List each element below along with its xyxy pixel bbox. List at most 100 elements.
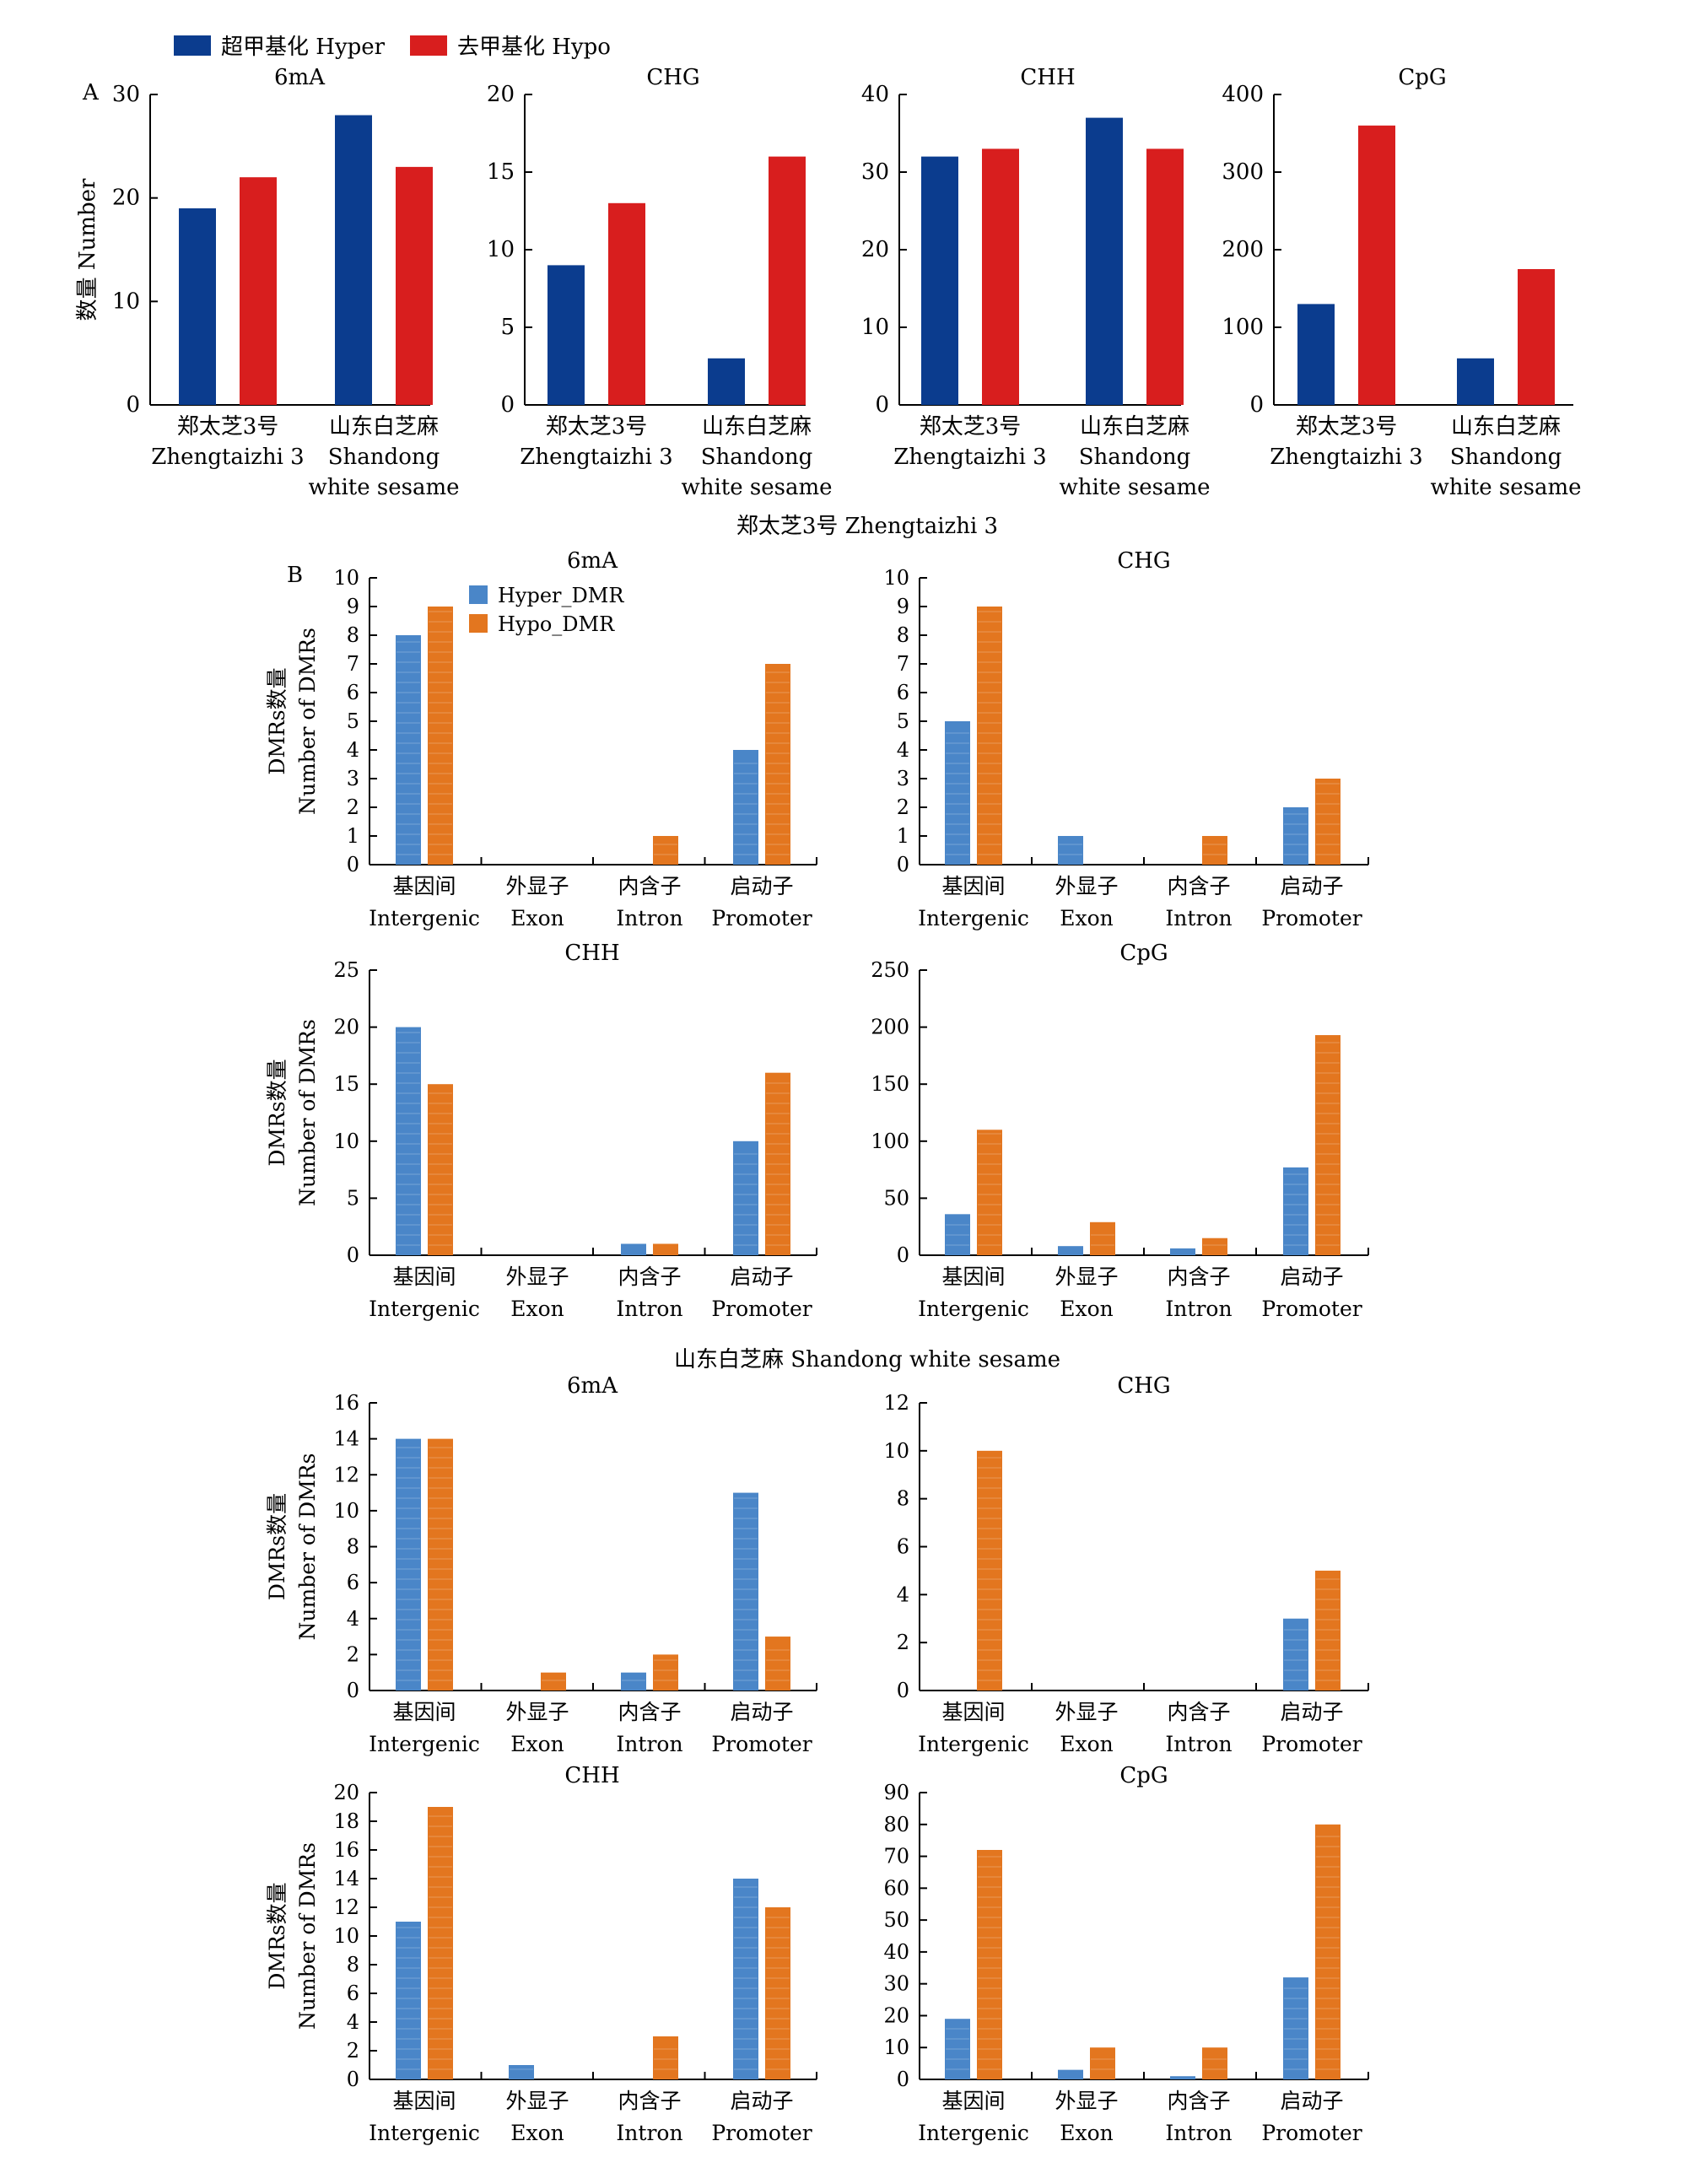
legend-b-hyper-swatch	[469, 585, 488, 604]
x-category-label: Intron	[616, 1732, 682, 1756]
bar-hypo-1	[396, 166, 433, 405]
x-category-label: Promoter	[711, 906, 812, 930]
bar-hypo-1	[1146, 148, 1184, 405]
y-axis-label: DMRs数量	[265, 1059, 289, 1166]
x-category-label: 山东白芝麻	[1451, 414, 1561, 439]
x-category-label: Promoter	[711, 1732, 812, 1756]
bar-hypo-3	[1315, 779, 1340, 865]
x-category-label: 启动子	[730, 874, 793, 898]
y-tick-label: 0	[897, 1243, 909, 1267]
y-tick-label: 10	[883, 566, 909, 590]
y-tick-label: 200	[1222, 237, 1264, 262]
y-axis-label: 数量 Number	[75, 178, 100, 321]
x-category-label: 基因间	[941, 1265, 1005, 1289]
x-category-label: Shandong	[701, 445, 813, 470]
x-category-label: Promoter	[1261, 1732, 1362, 1756]
chart-a-CHH: CHH 0 10 20 30 40 郑太芝3号 Zhengtaizhi 3 山东白芝麻 Shand…	[861, 65, 1211, 500]
y-axis-label: Number of DMRs	[295, 1453, 320, 1641]
y-tick-label: 0	[500, 392, 515, 418]
x-category-label: 启动子	[730, 2089, 793, 2113]
y-tick-label: 0	[347, 853, 359, 876]
y-tick-label: 100	[871, 1130, 909, 1153]
section2-title: 山东白芝麻 Shandong white sesame	[674, 1347, 1060, 1372]
x-category-label: 内含子	[618, 1700, 681, 1724]
x-category-label: 基因间	[392, 2089, 456, 2113]
legend-a-hyper-swatch	[174, 35, 211, 56]
bar-hyper-0	[548, 265, 585, 405]
chart-a-6mA: 6mA 0 10 20 30 郑太芝3号 Zhengtaizhi 3 山东白芝麻 Shandon…	[75, 65, 460, 500]
bar-hyper-2	[621, 1672, 646, 1691]
bar-hypo-0	[977, 1130, 1002, 1255]
chart-a-CpG: CpG 0 100 200 300 400 郑太芝3号 Zhengtaizhi 3 山东白芝麻 S…	[1222, 65, 1581, 500]
x-category-label: Intron	[1165, 2121, 1232, 2145]
chart-s-6mA: 6mA 0 2 4 6 8 10 12 14 16 基因间 Intergenic 外显子 Exon 内含子 I…	[265, 1373, 817, 1756]
y-tick-label: 6	[897, 1535, 909, 1559]
bar-hyper-0	[396, 1922, 421, 2079]
bar-hyper-2	[621, 1243, 646, 1255]
bar-hypo-3	[1315, 1035, 1340, 1255]
y-tick-label: 2	[897, 1631, 909, 1654]
x-category-label: 内含子	[618, 874, 681, 898]
y-tick-label: 14	[333, 1867, 359, 1890]
x-category-label: Exon	[1060, 1732, 1114, 1756]
y-tick-label: 4	[897, 1583, 909, 1606]
y-tick-label: 10	[487, 237, 515, 262]
y-tick-label: 80	[883, 1813, 909, 1836]
bar-hyper-3	[1283, 1167, 1308, 1255]
x-category-label: Intergenic	[918, 906, 1029, 930]
x-category-label: 山东白芝麻	[329, 414, 439, 439]
bar-hyper-2	[1170, 1248, 1195, 1255]
x-category-label: Intergenic	[918, 2121, 1029, 2145]
y-tick-label: 25	[333, 958, 359, 982]
x-category-label: Intergenic	[918, 1297, 1029, 1321]
y-tick-label: 8	[347, 1953, 359, 1976]
y-tick-label: 0	[347, 1243, 359, 1267]
bar-hypo-0	[428, 607, 453, 865]
y-tick-label: 40	[861, 82, 889, 107]
chart-z-CpG: CpG 0 50 100 150 200 250 基因间 Intergenic 外显子 Exon 内含…	[871, 941, 1369, 1321]
x-category-label: 启动子	[1280, 1265, 1343, 1289]
y-tick-label: 400	[1222, 82, 1264, 107]
y-tick-label: 12	[333, 1463, 359, 1486]
x-category-label: Zhengtaizhi 3	[151, 445, 304, 470]
bar-hypo-1	[1090, 2047, 1115, 2079]
y-tick-label: 8	[897, 623, 909, 647]
y-tick-label: 250	[871, 958, 909, 982]
bar-hypo-1	[1090, 1221, 1115, 1255]
y-tick-label: 18	[333, 1809, 359, 1833]
chart-title: 6mA	[567, 1373, 618, 1399]
x-category-label: Exon	[510, 2121, 564, 2145]
y-tick-label: 0	[1249, 392, 1264, 418]
legend-b: Hyper_DMR Hypo_DMR	[469, 584, 624, 636]
legend-a-hypo-swatch	[410, 35, 447, 56]
y-tick-label: 0	[347, 1679, 359, 1702]
y-tick-label: 10	[883, 2036, 909, 2059]
y-tick-label: 6	[347, 1982, 359, 2005]
y-tick-label: 6	[347, 681, 359, 704]
x-category-label: 启动子	[1280, 874, 1343, 898]
bar-hypo-2	[1202, 1238, 1227, 1255]
y-tick-label: 2	[897, 795, 909, 819]
chart-title: CpG	[1398, 65, 1446, 90]
bar-hypo-0	[608, 202, 645, 405]
chart-title: CHH	[564, 941, 619, 966]
bar-hypo-0	[977, 607, 1002, 865]
y-tick-label: 10	[861, 315, 889, 340]
bar-hypo-3	[765, 664, 790, 865]
chart-title: CHG	[646, 65, 699, 90]
bar-hyper-1	[1058, 1246, 1083, 1255]
y-tick-label: 60	[883, 1876, 909, 1900]
y-tick-label: 1	[347, 824, 359, 848]
bar-hypo-1	[1518, 269, 1555, 405]
x-category-label: 外显子	[1055, 2089, 1118, 2113]
y-tick-label: 10	[333, 1924, 359, 1948]
x-category-label: 山东白芝麻	[1080, 414, 1189, 439]
x-category-label: 基因间	[941, 1700, 1005, 1724]
y-tick-label: 5	[500, 315, 515, 340]
x-category-label: Exon	[1060, 906, 1114, 930]
x-category-label: Intergenic	[369, 906, 480, 930]
y-tick-label: 20	[861, 237, 889, 262]
bar-hypo-2	[653, 1654, 678, 1691]
y-tick-label: 15	[333, 1072, 359, 1096]
